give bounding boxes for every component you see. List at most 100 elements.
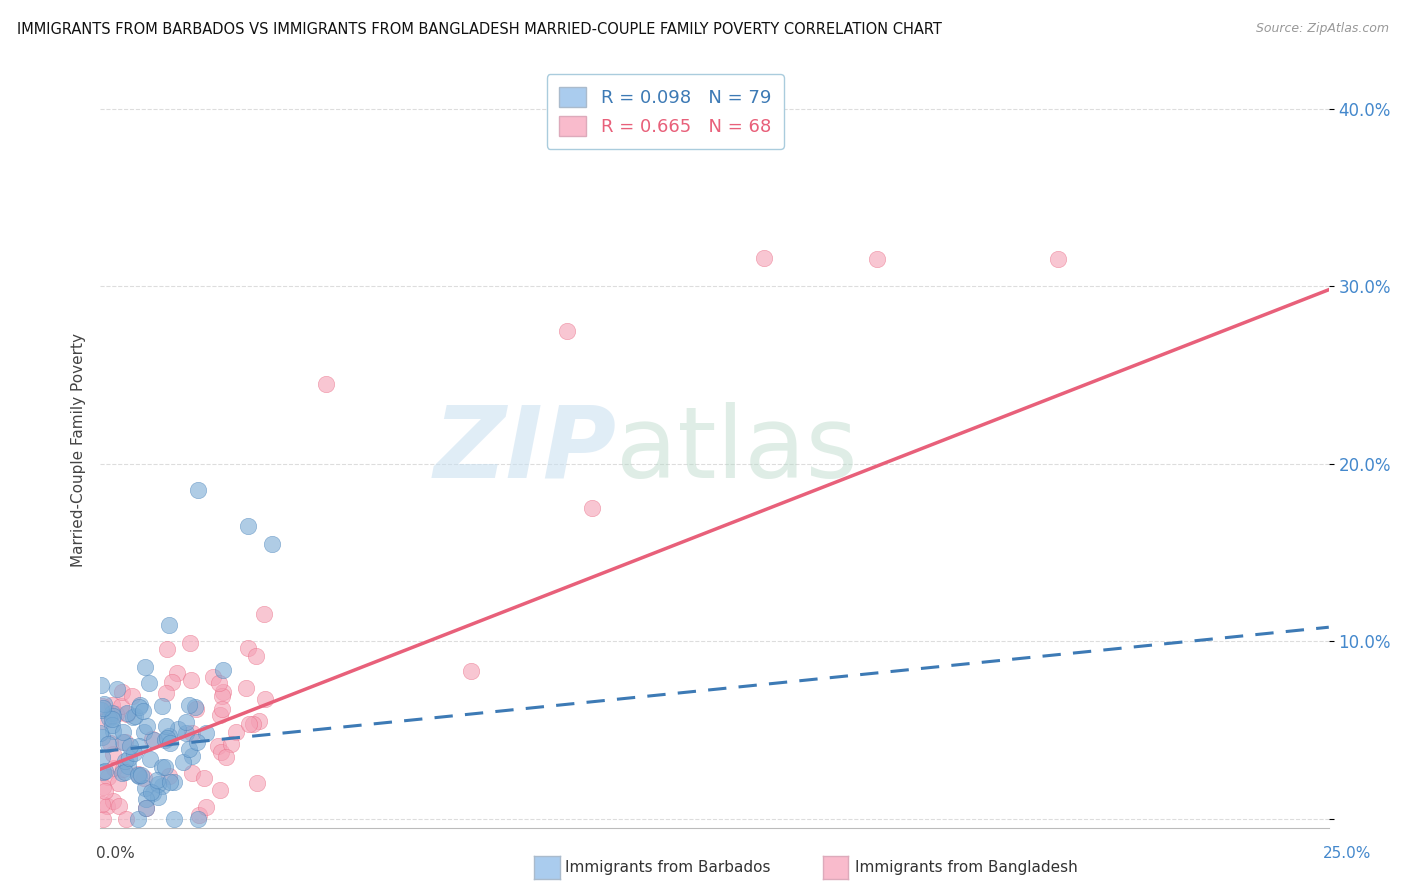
Text: atlas: atlas bbox=[616, 402, 858, 499]
Point bbox=[127, 768, 149, 782]
Point bbox=[245, 649, 267, 664]
Point bbox=[91, 714, 114, 728]
Point bbox=[101, 709, 124, 723]
Point bbox=[180, 726, 202, 740]
Point bbox=[194, 800, 217, 814]
Point bbox=[141, 784, 163, 798]
Point bbox=[184, 702, 207, 716]
Point bbox=[138, 675, 160, 690]
Point bbox=[107, 681, 129, 696]
Point bbox=[214, 750, 236, 764]
Text: Immigrants from Barbados: Immigrants from Barbados bbox=[565, 860, 770, 874]
Text: Source: ZipAtlas.com: Source: ZipAtlas.com bbox=[1256, 22, 1389, 36]
Point bbox=[128, 700, 150, 714]
Point bbox=[111, 685, 134, 699]
Point bbox=[101, 794, 124, 808]
Point bbox=[101, 723, 124, 738]
Y-axis label: Married-Couple Family Poverty: Married-Couple Family Poverty bbox=[72, 334, 86, 567]
Point bbox=[96, 798, 118, 813]
Point bbox=[91, 780, 114, 795]
Point bbox=[238, 641, 260, 656]
Point bbox=[153, 760, 176, 774]
Point bbox=[104, 707, 127, 722]
Point bbox=[132, 772, 155, 786]
Point bbox=[167, 722, 190, 736]
Point bbox=[187, 483, 209, 498]
Point bbox=[153, 733, 176, 747]
Point bbox=[180, 765, 202, 780]
Point bbox=[201, 670, 224, 684]
Point bbox=[100, 712, 122, 726]
Point bbox=[247, 714, 270, 728]
Point bbox=[112, 762, 135, 776]
Point bbox=[91, 699, 114, 714]
Point bbox=[262, 537, 284, 551]
Point bbox=[180, 748, 202, 763]
Point bbox=[112, 724, 135, 739]
Point bbox=[91, 765, 114, 780]
Point bbox=[752, 251, 775, 265]
Text: 0.0%: 0.0% bbox=[96, 847, 135, 861]
Point bbox=[150, 779, 173, 793]
Point bbox=[1047, 252, 1070, 267]
Point bbox=[141, 732, 163, 747]
Point bbox=[195, 726, 218, 740]
Point bbox=[97, 711, 120, 725]
Text: ZIP: ZIP bbox=[433, 402, 616, 499]
Point bbox=[172, 755, 194, 769]
Point bbox=[135, 800, 157, 814]
Point bbox=[166, 666, 188, 681]
Point bbox=[90, 704, 112, 718]
Point bbox=[127, 767, 149, 781]
Point bbox=[187, 808, 209, 822]
Point bbox=[117, 706, 139, 720]
Point bbox=[315, 376, 337, 391]
Point bbox=[163, 775, 186, 789]
Point bbox=[179, 636, 201, 650]
Point bbox=[128, 769, 150, 783]
Point bbox=[160, 675, 183, 690]
Point bbox=[253, 692, 276, 706]
Point bbox=[128, 698, 150, 713]
Point bbox=[211, 684, 233, 698]
Point bbox=[101, 706, 124, 721]
Point bbox=[90, 797, 112, 811]
Point bbox=[124, 746, 146, 760]
Point bbox=[117, 706, 139, 721]
Point bbox=[581, 501, 603, 516]
Point bbox=[207, 739, 229, 754]
Point bbox=[211, 690, 233, 704]
Point bbox=[124, 708, 146, 723]
Point bbox=[555, 324, 578, 338]
Point bbox=[107, 776, 129, 790]
Point bbox=[146, 790, 169, 805]
Point bbox=[93, 784, 115, 798]
Point bbox=[208, 707, 231, 722]
Point bbox=[242, 716, 264, 731]
Point bbox=[163, 812, 186, 826]
Point bbox=[146, 772, 169, 787]
Point bbox=[91, 812, 114, 826]
Point bbox=[127, 812, 149, 826]
Point bbox=[94, 764, 117, 778]
Point bbox=[136, 718, 159, 732]
Point bbox=[101, 698, 124, 713]
Point bbox=[238, 716, 260, 731]
Point bbox=[219, 737, 242, 751]
Point bbox=[193, 771, 215, 785]
Point bbox=[89, 726, 111, 740]
Point bbox=[865, 252, 887, 267]
Point bbox=[179, 698, 201, 713]
Point bbox=[111, 735, 134, 749]
Point bbox=[246, 776, 269, 790]
Point bbox=[150, 760, 173, 774]
Point bbox=[184, 699, 207, 714]
Point bbox=[134, 659, 156, 673]
Point bbox=[111, 766, 134, 780]
Point bbox=[90, 731, 112, 745]
Text: IMMIGRANTS FROM BARBADOS VS IMMIGRANTS FROM BANGLADESH MARRIED-COUPLE FAMILY POV: IMMIGRANTS FROM BARBADOS VS IMMIGRANTS F… bbox=[17, 22, 942, 37]
Point bbox=[97, 770, 120, 784]
Point bbox=[156, 642, 179, 657]
Point bbox=[176, 714, 198, 729]
Point bbox=[209, 745, 232, 759]
